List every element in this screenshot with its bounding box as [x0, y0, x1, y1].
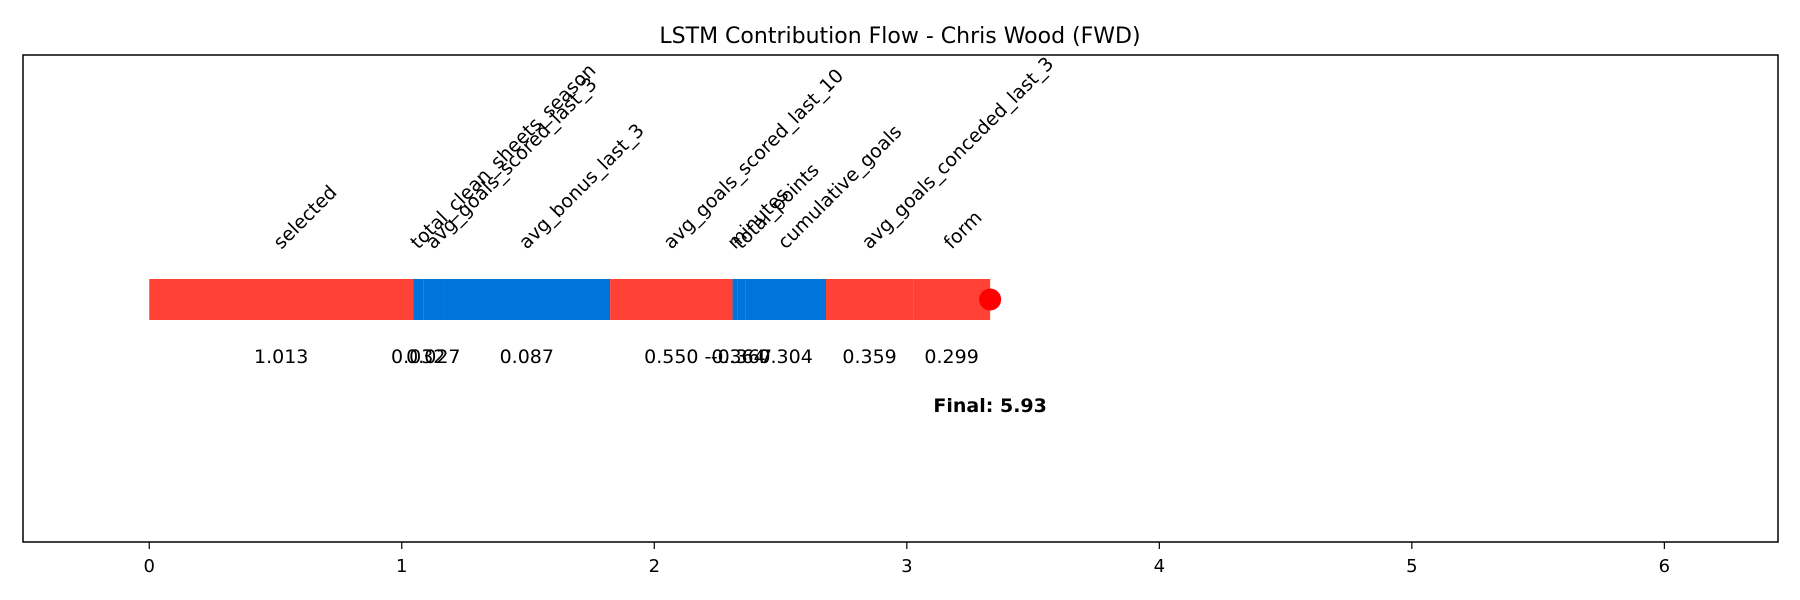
- bar-segment: [913, 279, 991, 320]
- x-tick-label: 0: [144, 556, 155, 577]
- x-tick-label: 6: [1659, 556, 1670, 577]
- value-label: 0.550: [644, 346, 698, 368]
- chart-title: LSTM Contribution Flow - Chris Wood (FWD…: [659, 24, 1140, 49]
- bar-segment: [737, 279, 746, 320]
- x-tick-label: 1: [396, 556, 407, 577]
- bar-segment: [149, 279, 414, 320]
- labels-layer: selected1.013total_clean_sheets_season0.…: [254, 53, 1058, 417]
- feature-label: avg_goals_scored_last_3: [421, 73, 601, 253]
- bar-segment: [610, 279, 733, 320]
- value-label: 0.299: [924, 346, 978, 368]
- bar-segment: [826, 279, 914, 320]
- bar-segment: [732, 279, 738, 320]
- x-tick-label: 3: [901, 556, 912, 577]
- final-marker: [979, 288, 1002, 311]
- feature-label: selected: [269, 181, 341, 253]
- x-tick-label: 4: [1154, 556, 1165, 577]
- feature-label: form: [940, 207, 987, 254]
- value-label: -0.364: [704, 346, 765, 368]
- x-tick-label: 5: [1406, 556, 1417, 577]
- value-label: -0.367: [711, 346, 772, 368]
- bar-segment: [413, 279, 424, 320]
- value-label: 1.013: [254, 346, 308, 368]
- value-label: 0.032: [391, 346, 445, 368]
- plot-area-frame: [22, 54, 1779, 543]
- bar-segment: [443, 279, 611, 320]
- x-axis: 0 1 2 3 4 5 6: [144, 542, 1670, 577]
- value-label: 0.359: [842, 346, 896, 368]
- bar-segment: [745, 279, 827, 320]
- bars-layer: [149, 279, 1002, 320]
- value-label: 0.304: [758, 346, 812, 368]
- value-label: 0.087: [500, 346, 554, 368]
- final-label: Final: 5.93: [933, 395, 1046, 417]
- value-label: 0.027: [406, 346, 460, 368]
- bar-segment: [423, 279, 444, 320]
- x-tick-label: 2: [649, 556, 660, 577]
